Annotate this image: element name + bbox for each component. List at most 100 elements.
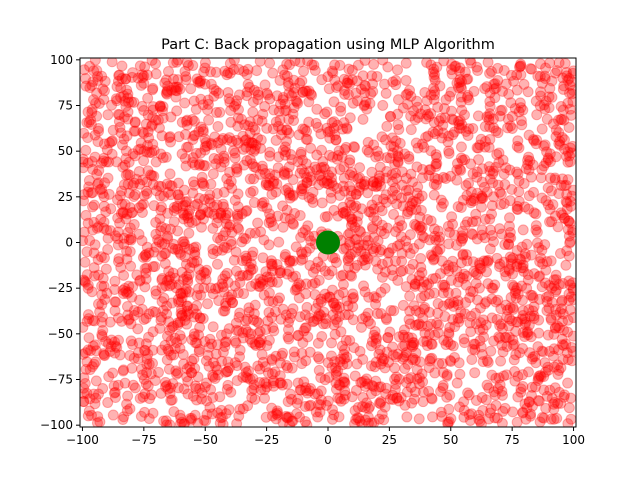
data-point (96, 329, 108, 341)
data-point (507, 268, 519, 280)
data-point (195, 289, 207, 301)
data-point (465, 326, 477, 338)
data-point (306, 89, 318, 101)
data-point (350, 200, 362, 212)
data-point (82, 157, 94, 169)
data-point (352, 402, 364, 414)
data-point (548, 280, 560, 292)
data-point (512, 135, 524, 147)
data-point (173, 279, 185, 291)
data-point (357, 113, 369, 125)
data-point (465, 158, 477, 170)
data-point (359, 79, 371, 91)
data-point (279, 212, 291, 224)
data-point (517, 369, 529, 381)
data-point (313, 364, 325, 376)
data-point (414, 356, 426, 368)
data-point (207, 391, 219, 403)
data-point (474, 262, 486, 274)
data-point (360, 311, 372, 323)
data-point (396, 247, 408, 259)
data-point (252, 86, 264, 98)
data-point (347, 288, 359, 300)
data-point (525, 331, 537, 343)
data-point (88, 262, 100, 274)
data-point (223, 323, 235, 335)
data-point (246, 137, 258, 149)
data-point (387, 147, 399, 159)
data-point (476, 229, 488, 241)
data-point (379, 401, 391, 413)
data-point (310, 302, 322, 314)
data-point (521, 238, 533, 250)
data-point (387, 349, 399, 361)
data-point (342, 255, 354, 267)
data-point (367, 78, 379, 90)
data-point (406, 273, 418, 285)
data-point (380, 87, 392, 99)
data-point (437, 119, 449, 131)
data-point (490, 82, 502, 94)
data-point (340, 141, 352, 153)
data-point (156, 130, 168, 142)
data-point (180, 286, 192, 298)
data-point (507, 406, 519, 418)
data-point (558, 114, 570, 126)
data-point (517, 327, 529, 338)
data-point (390, 351, 402, 363)
data-point (461, 270, 473, 282)
data-point (86, 80, 98, 91)
data-point (101, 144, 113, 156)
data-point (410, 319, 422, 331)
data-point (525, 289, 537, 301)
data-point (507, 252, 519, 264)
data-point (138, 70, 150, 82)
data-point (189, 380, 201, 392)
data-point (232, 210, 244, 222)
x-tick-label: −50 (193, 433, 218, 447)
data-point (124, 246, 136, 258)
data-point (420, 113, 432, 125)
data-point (279, 141, 291, 153)
data-point (126, 362, 138, 374)
data-point (240, 141, 252, 153)
data-point (362, 235, 374, 247)
data-point (101, 224, 113, 236)
data-point (231, 418, 243, 427)
data-point (300, 133, 312, 145)
data-point (221, 267, 233, 279)
data-point (567, 85, 576, 97)
data-point (129, 189, 141, 201)
data-point (318, 306, 330, 318)
data-point (444, 226, 456, 238)
data-point (489, 412, 501, 424)
data-point (93, 165, 105, 177)
data-point (104, 225, 116, 237)
data-point (158, 415, 170, 427)
data-point (187, 157, 199, 169)
data-point (150, 185, 162, 197)
data-point (410, 137, 422, 149)
data-point (288, 74, 300, 86)
data-point (458, 396, 470, 408)
data-point (243, 137, 255, 149)
data-point (562, 146, 574, 158)
data-point (467, 286, 479, 298)
data-point (142, 92, 154, 104)
data-point (328, 409, 340, 421)
data-point (439, 311, 451, 323)
data-point (358, 179, 370, 191)
data-point (98, 349, 110, 361)
data-point (339, 88, 351, 100)
data-point (466, 354, 478, 366)
data-point (366, 379, 378, 391)
data-point (259, 100, 271, 112)
data-point (344, 169, 356, 181)
data-point (373, 413, 385, 425)
data-point (247, 263, 259, 275)
data-point (92, 136, 104, 148)
data-point (257, 252, 269, 264)
data-point (164, 168, 176, 180)
data-point (117, 284, 129, 296)
data-point (138, 105, 150, 116)
